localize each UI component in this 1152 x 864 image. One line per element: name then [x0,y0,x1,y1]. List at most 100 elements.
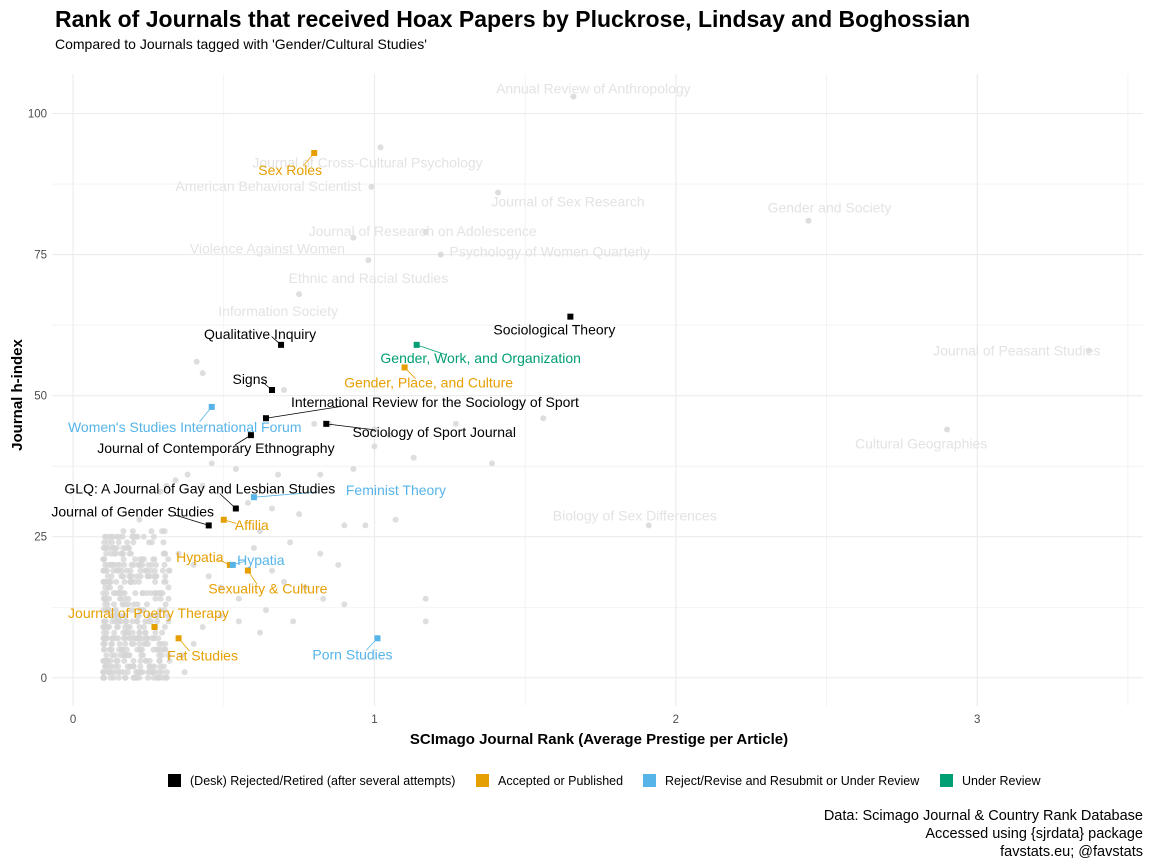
legend-label-rejected: (Desk) Rejected/Retired (after several a… [190,774,455,788]
legend-label-accepted: Accepted or Published [498,774,623,788]
background-journal-label: Cultural Geographies [855,436,987,452]
background-point [422,229,429,235]
background-point [143,567,150,574]
highlighted-point [323,420,330,427]
background-point [146,612,153,619]
background-point [110,601,117,608]
background-point [232,466,239,472]
background-point [113,533,120,540]
background-point [107,663,114,670]
background-point [296,291,303,298]
highlighted-point [232,505,239,512]
y-tick-label: 75 [34,250,47,262]
background-point [100,635,107,642]
background-point [115,539,122,546]
background-point [161,607,168,614]
background-point [150,573,157,580]
background-point [269,567,276,574]
background-point [111,652,118,659]
background-point [127,567,134,574]
background-point [142,629,149,636]
background-point [422,618,429,625]
background-point [136,516,143,523]
background-point [144,674,151,681]
background-point [132,590,139,597]
background-point [140,607,147,614]
background-point [140,533,147,540]
background-point [135,578,142,585]
background-point [125,545,132,551]
background-point [130,539,137,546]
background-point [164,612,171,619]
background-point [107,550,114,557]
highlighted-journal-label: Sex Roles [258,162,322,178]
background-point [262,607,269,614]
x-tick-label: 1 [371,714,377,726]
background-point [114,624,121,630]
background-point [153,674,160,681]
background-point [153,561,160,568]
highlighted-point [175,635,182,642]
background-point [156,657,163,664]
background-point [120,528,127,535]
background-point [130,561,137,568]
background-point [126,652,133,659]
background-point [137,657,144,664]
highlighted-points [151,150,574,642]
background-point [805,217,812,224]
background-point [124,669,131,676]
background-point [126,624,133,630]
chart-subtitle: Compared to Journals tagged with 'Gender… [55,36,427,52]
highlighted-journal-label: Gender, Work, and Organization [380,350,581,366]
background-point [452,420,459,427]
y-axis-title: Journal h-index [9,339,26,451]
x-tick-label: 2 [673,714,679,726]
highlighted-point [262,415,269,422]
highlighted-journal-label: Journal of Poetry Therapy [68,605,229,621]
background-point [147,590,154,597]
background-point [178,652,185,659]
background-point [114,561,121,568]
background-point [125,601,132,608]
legend-swatch-rejected [168,774,181,787]
background-point [100,578,107,585]
background-point [120,550,127,557]
background-point [107,578,114,585]
background-journal-label: Biology of Sex Differences [553,507,717,523]
background-point [152,595,159,602]
background-point [104,561,111,568]
x-axis-title: SCImago Journal Rank (Average Prestige p… [410,731,788,748]
background-point [132,556,139,563]
background-point [124,663,131,670]
background-point [105,669,112,676]
background-point [108,640,115,647]
background-point [103,590,110,597]
highlighted-journal-label: Hypatia [237,552,285,568]
highlighted-point [247,432,254,439]
background-point [148,561,155,568]
background-point [134,669,141,676]
background-point [136,640,143,647]
highlighted-point [269,387,276,393]
background-point [350,466,357,472]
background-point [115,567,122,574]
background-point [386,432,393,439]
background-point [125,595,132,602]
highlighted-point [311,150,318,156]
grid-lines [52,74,1143,706]
background-point [317,471,324,478]
x-tick-label: 0 [70,714,76,726]
axis-ticks: 0 1 2 3 0 25 50 75 100 [28,109,981,727]
background-point [119,601,126,608]
background-point [113,657,120,664]
background-point [190,640,197,647]
background-point [190,561,197,568]
background-point [145,669,152,676]
background-point [107,584,114,591]
highlighted-point [413,341,420,348]
background-point [269,505,276,512]
background-point [160,539,167,546]
background-point [296,511,303,518]
background-point [1085,347,1092,354]
background-point [137,567,144,574]
